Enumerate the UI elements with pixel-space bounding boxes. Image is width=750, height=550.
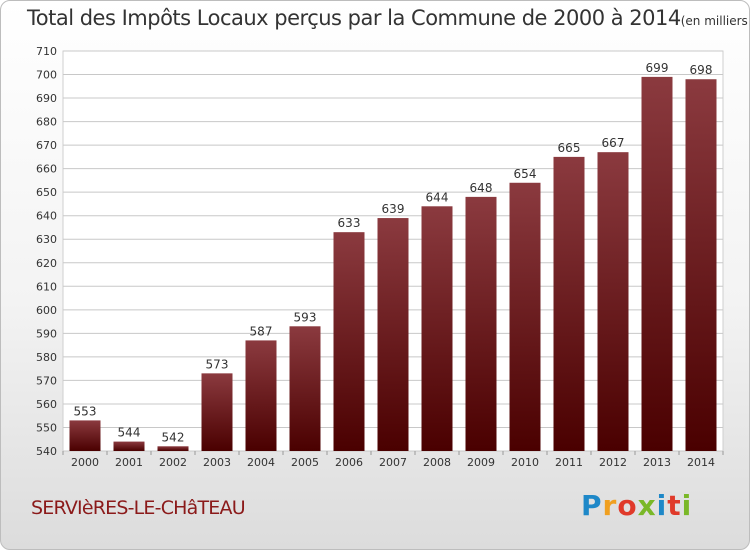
y-tick-label: 540 — [36, 445, 57, 458]
bar — [509, 182, 541, 451]
data-label: 587 — [250, 324, 273, 338]
y-tick-label: 690 — [36, 92, 57, 105]
bar — [289, 326, 321, 451]
bar — [597, 152, 629, 452]
logo-letter: r — [602, 489, 618, 522]
data-label: 667 — [602, 136, 625, 150]
y-tick-label: 700 — [36, 69, 57, 82]
y-tick-label: 610 — [36, 280, 57, 293]
x-tick-label: 2003 — [203, 456, 231, 469]
y-tick-label: 670 — [36, 139, 57, 152]
bar — [685, 79, 717, 451]
bar — [69, 420, 101, 451]
data-label: 553 — [74, 404, 97, 418]
data-label: 665 — [558, 141, 581, 155]
data-label: 648 — [470, 181, 493, 195]
proxiti-logo: Proxiti — [581, 489, 692, 522]
chart-title-text: Total des Impôts Locaux perçus par la Co… — [27, 6, 681, 30]
y-tick-label: 560 — [36, 398, 57, 411]
x-tick-label: 2004 — [247, 456, 275, 469]
x-tick-label: 2011 — [555, 456, 583, 469]
bar — [465, 196, 497, 451]
logo-letter: i — [681, 489, 693, 522]
x-tick-label: 2002 — [159, 456, 187, 469]
data-label: 633 — [338, 216, 361, 230]
y-tick-label: 630 — [36, 233, 57, 246]
logo-letter: P — [581, 489, 603, 522]
x-tick-label: 2001 — [115, 456, 143, 469]
y-tick-label: 660 — [36, 163, 57, 176]
bar — [377, 218, 409, 451]
x-tick-label: 2000 — [71, 456, 99, 469]
bar — [553, 156, 585, 451]
logo-letter: t — [667, 489, 682, 522]
logo-letter: i — [656, 489, 668, 522]
x-tick-label: 2012 — [599, 456, 627, 469]
bar — [333, 232, 365, 451]
data-label: 544 — [118, 426, 141, 440]
y-tick-label: 570 — [36, 374, 57, 387]
y-tick-label: 710 — [36, 45, 57, 58]
data-label: 639 — [382, 202, 405, 216]
data-label: 698 — [690, 63, 713, 77]
y-tick-label: 640 — [36, 210, 57, 223]
bar — [201, 373, 233, 451]
bar — [641, 76, 673, 451]
commune-name: SERVIèRES-LE-CHâTEAU — [31, 497, 246, 519]
y-tick-label: 680 — [36, 116, 57, 129]
x-tick-label: 2007 — [379, 456, 407, 469]
chart-title: Total des Impôts Locaux perçus par la Co… — [27, 6, 749, 30]
data-label: 654 — [514, 167, 537, 181]
data-label: 542 — [162, 430, 185, 444]
x-tick-label: 2013 — [643, 456, 671, 469]
y-tick-label: 620 — [36, 257, 57, 270]
x-tick-label: 2014 — [687, 456, 715, 469]
x-tick-label: 2010 — [511, 456, 539, 469]
chart-unit: (en milliers d'€) — [680, 14, 749, 28]
data-label: 573 — [206, 357, 229, 371]
y-tick-label: 590 — [36, 327, 57, 340]
x-tick-label: 2006 — [335, 456, 363, 469]
y-tick-label: 600 — [36, 304, 57, 317]
x-tick-label: 2005 — [291, 456, 319, 469]
y-tick-label: 580 — [36, 351, 57, 364]
data-label: 699 — [646, 61, 669, 75]
data-label: 593 — [294, 310, 317, 324]
x-tick-label: 2008 — [423, 456, 451, 469]
logo-letter: x — [637, 489, 657, 522]
y-tick-label: 550 — [36, 421, 57, 434]
data-label: 644 — [426, 190, 449, 204]
x-tick-label: 2009 — [467, 456, 495, 469]
bar — [113, 441, 145, 451]
bar — [421, 206, 453, 451]
y-tick-label: 650 — [36, 186, 57, 199]
bar — [245, 340, 277, 451]
logo-letter: o — [617, 489, 638, 522]
bar — [157, 446, 189, 451]
